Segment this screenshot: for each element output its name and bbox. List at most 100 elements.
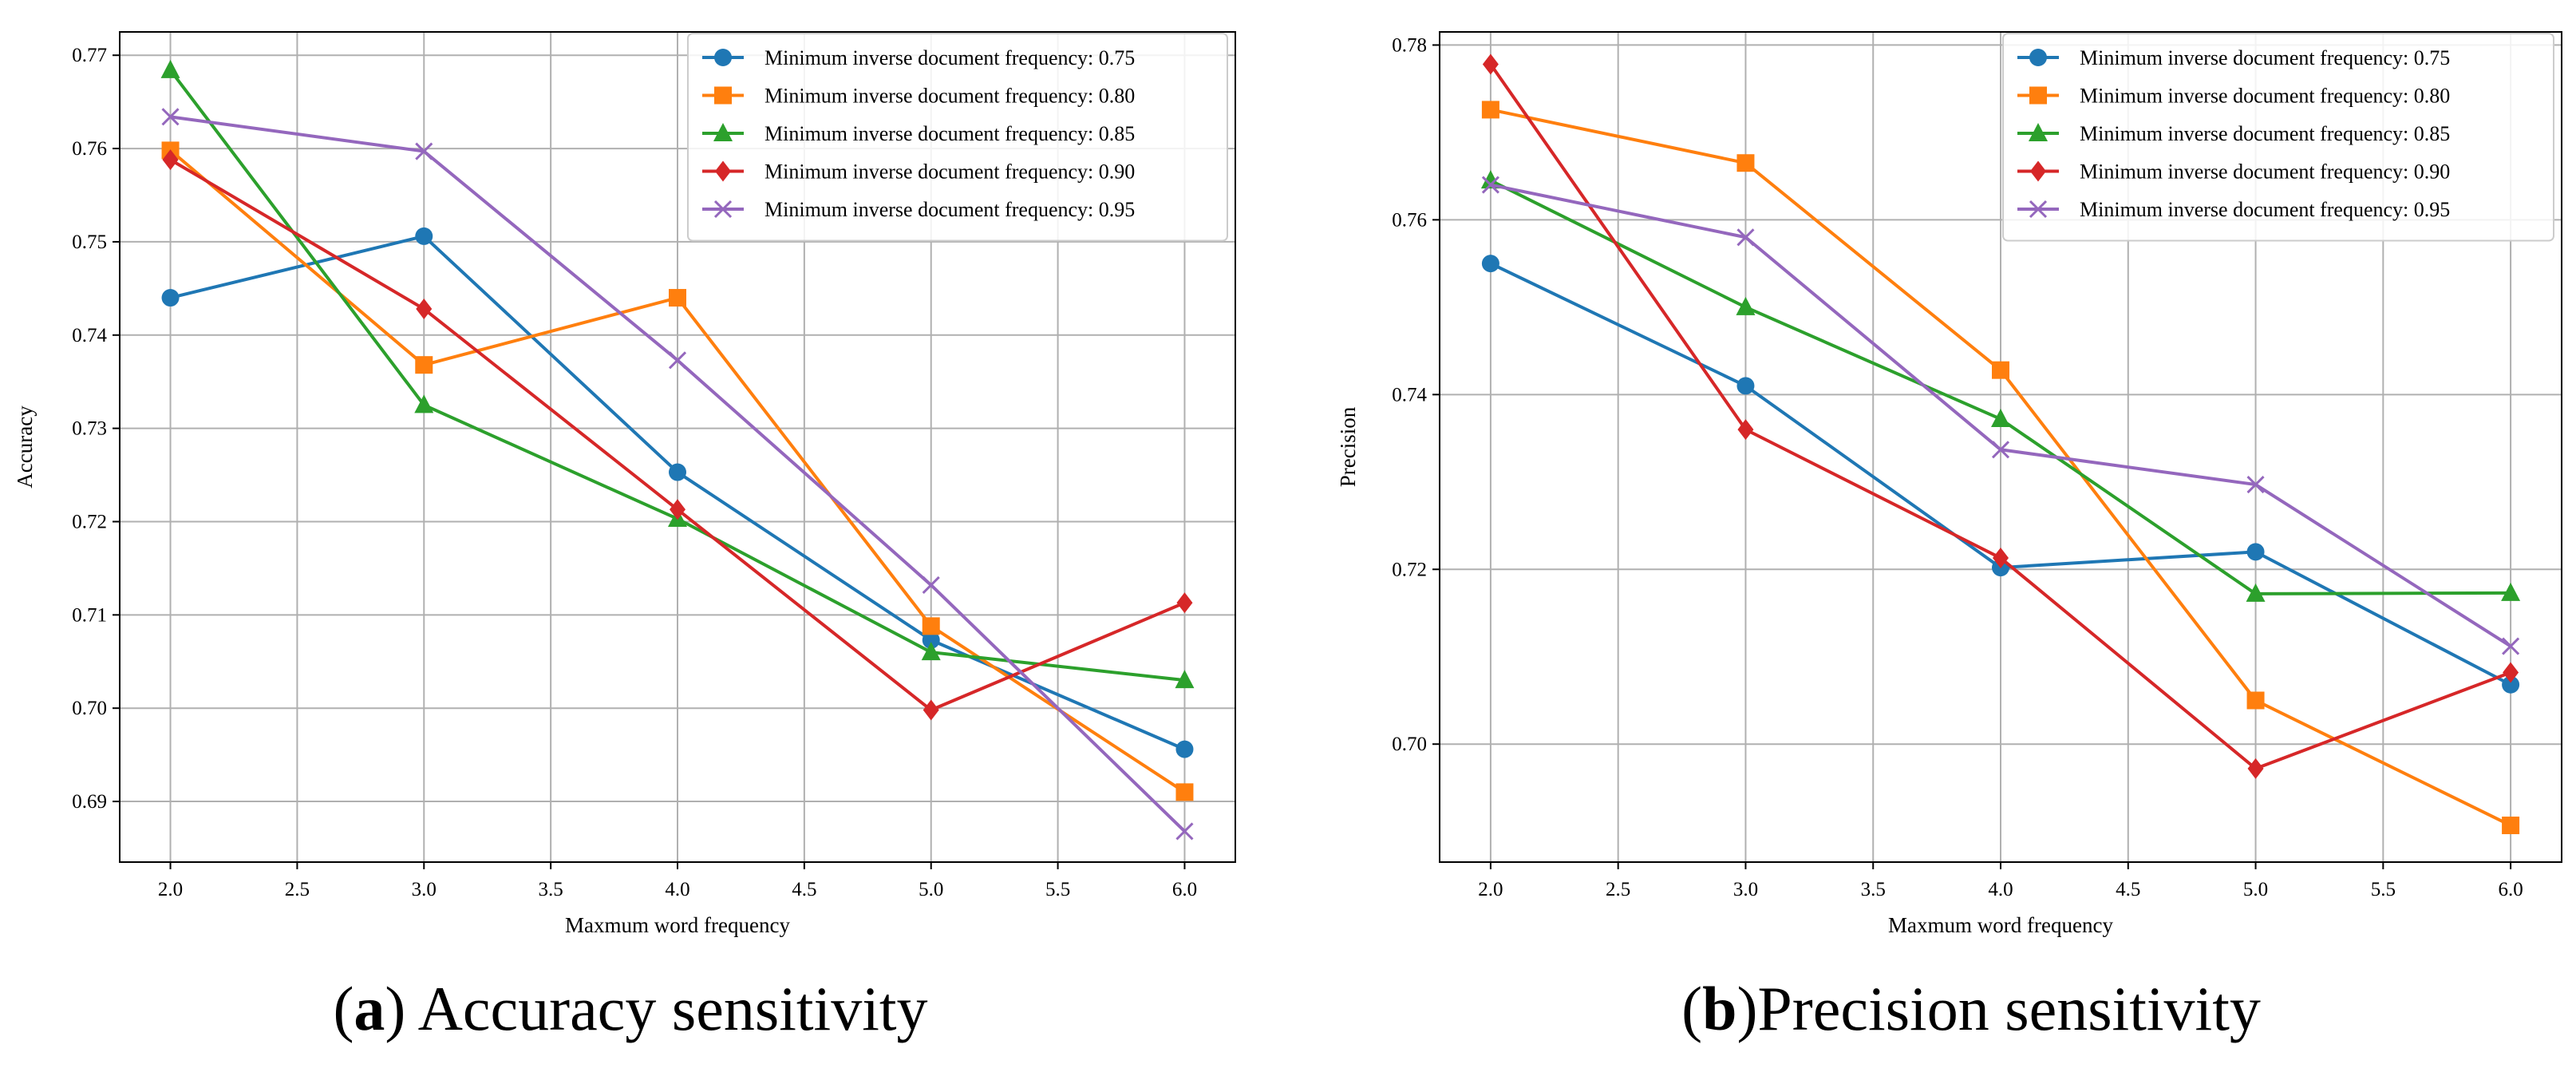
legend-box — [687, 33, 1228, 242]
plot-frame — [1439, 31, 2562, 863]
data-point — [1175, 783, 1194, 801]
y-tick-label: 0.70 — [1392, 734, 1427, 755]
y-axis-label: Precision — [1336, 406, 1360, 487]
x-axis-label: Maxmum word frequency — [1888, 913, 2113, 937]
x-tick-label: 2.5 — [1606, 879, 1630, 900]
y-axis-ticks: 0.70 0.72 0.74 0.76 0.78 — [1392, 34, 1440, 755]
data-point — [1991, 408, 2010, 427]
data-point — [922, 631, 940, 649]
data-point — [2501, 582, 2521, 601]
data-point — [415, 142, 433, 160]
legend-box — [2002, 33, 2554, 242]
legend-item: Minimum inverse document frequency: 0.95 — [702, 198, 1135, 221]
data-point — [1482, 53, 1499, 75]
data-point — [1481, 176, 1499, 194]
data-point — [1481, 101, 1499, 119]
data-point — [2246, 691, 2265, 710]
x-tick-label: 2.0 — [1478, 879, 1503, 900]
data-point — [1175, 740, 1194, 758]
series-2 — [1481, 101, 2520, 835]
legend-label: Minimum inverse document frequency: 0.95 — [765, 198, 1135, 221]
x-tick-label: 6.0 — [1172, 879, 1197, 900]
data-point — [670, 499, 685, 520]
series-4 — [1482, 53, 2519, 779]
data-point — [1737, 419, 1754, 441]
legend-item: Minimum inverse document frequency: 0.80 — [2017, 85, 2450, 108]
legend-item: Minimum inverse document frequency: 0.90 — [702, 160, 1135, 184]
plot-frame — [119, 31, 1236, 863]
legend-item: Minimum inverse document frequency: 0.90 — [2017, 160, 2450, 184]
legend-marker — [714, 49, 732, 66]
legend: Minimum inverse document frequency: 0.75… — [687, 33, 1228, 242]
x-tick-label: 5.0 — [2243, 879, 2268, 900]
y-tick-label: 0.75 — [72, 231, 107, 253]
legend-marker — [2029, 49, 2047, 66]
legend-marker — [714, 86, 732, 105]
legend-marker — [715, 160, 731, 182]
x-tick-label: 3.0 — [1733, 879, 1758, 900]
y-tick-label: 0.72 — [1392, 559, 1427, 580]
legend-marker — [2029, 123, 2048, 141]
legend-label: Minimum inverse document frequency: 0.85 — [765, 122, 1135, 145]
data-point — [161, 289, 180, 307]
data-point — [414, 394, 434, 413]
chart-panel-b: 2.0 2.5 3.0 3.5 4.0 4.5 5.0 5.5 6.00.700.720.740… — [1336, 31, 2562, 937]
data-point — [416, 299, 433, 320]
data-point — [922, 576, 940, 595]
data-point — [1175, 670, 1195, 689]
data-point — [921, 642, 941, 661]
data-point — [162, 149, 179, 171]
y-tick-label: 0.73 — [72, 418, 107, 440]
x-tick-label: 4.5 — [2116, 879, 2140, 900]
legend-label: Minimum inverse document frequency: 0.90 — [765, 160, 1135, 184]
y-tick-label: 0.76 — [1392, 209, 1427, 231]
legend-label: Minimum inverse document frequency: 0.80 — [2080, 85, 2450, 108]
data-point — [1175, 822, 1194, 841]
data-point — [1991, 441, 2010, 459]
x-tick-label: 3.0 — [412, 879, 437, 900]
y-axis-ticks: 0.69 0.70 0.71 0.72 0.73 0.74 0.75 0.76 0.77 — [72, 45, 120, 813]
x-axis-ticks: 2.0 2.5 3.0 3.5 4.0 4.5 5.0 5.5 6.0 — [1478, 862, 2523, 900]
data-point — [923, 699, 939, 721]
series-1 — [161, 227, 1194, 758]
data-point — [922, 617, 940, 635]
legend-item: Minimum inverse document frequency: 0.75 — [702, 46, 1135, 69]
data-point — [1481, 255, 1499, 273]
data-point — [668, 351, 687, 370]
data-point — [160, 59, 180, 78]
x-tick-label: 5.5 — [2371, 879, 2396, 900]
data-point — [2246, 583, 2266, 602]
data-point — [1176, 592, 1193, 614]
caption-paren-open: ( — [1681, 974, 1702, 1043]
data-point — [2502, 817, 2520, 835]
y-tick-label: 0.71 — [72, 604, 107, 626]
caption-panel-label: b — [1702, 974, 1736, 1043]
y-tick-label: 0.78 — [1392, 34, 1427, 56]
legend-marker — [713, 123, 733, 141]
data-point — [161, 108, 180, 126]
x-tick-label: 2.5 — [285, 879, 310, 900]
y-tick-label: 0.77 — [72, 45, 107, 66]
x-tick-label: 3.5 — [539, 879, 563, 900]
y-tick-label: 0.74 — [1392, 384, 1427, 405]
caption-panel-label: a — [354, 974, 385, 1043]
data-point — [1992, 361, 2009, 379]
data-point — [2503, 662, 2519, 683]
legend-item: Minimum inverse document frequency: 0.80 — [702, 85, 1135, 108]
x-axis-label: Maxmum word frequency — [565, 913, 790, 937]
data-point — [1993, 548, 2009, 569]
data-point — [669, 289, 686, 307]
chart-panel-a: 2.0 2.5 3.0 3.5 4.0 4.5 5.0 5.5 6.00.690.700.710… — [13, 31, 1236, 937]
legend-label: Minimum inverse document frequency: 0.75 — [2080, 46, 2450, 69]
data-point — [2247, 758, 2264, 779]
y-tick-label: 0.76 — [72, 138, 107, 160]
data-point — [1480, 170, 1500, 189]
caption-text: (b)Precision sensitivity — [1681, 974, 2261, 1043]
data-point — [1736, 228, 1755, 247]
legend-marker — [2029, 200, 2048, 219]
x-tick-label: 5.5 — [1045, 879, 1070, 900]
data-point — [2246, 476, 2265, 494]
data-point — [1736, 377, 1755, 395]
legend-label: Minimum inverse document frequency: 0.85 — [2080, 122, 2450, 145]
